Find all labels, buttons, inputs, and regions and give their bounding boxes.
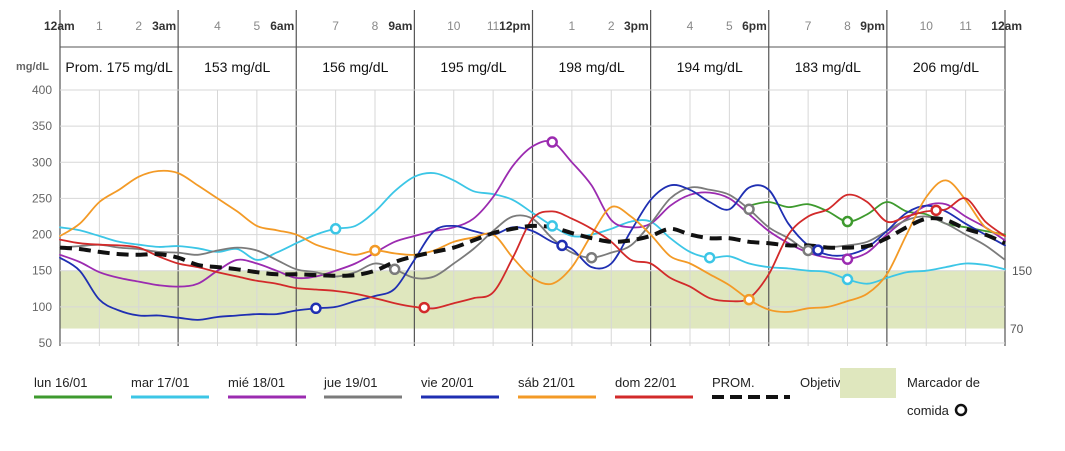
meal-marker (930, 204, 942, 217)
period-average-label: Prom. 175 mg/dL (65, 59, 173, 75)
meal-marker (743, 293, 755, 306)
target-low-label: 70 (1010, 322, 1024, 336)
hour-label: 10 (920, 19, 934, 33)
y-tick-label: 100 (32, 300, 52, 314)
hour-label: 1 (569, 19, 576, 33)
meal-marker (812, 244, 824, 256)
y-axis: mg/dL 50 100 150 200 250 300 350 400 (16, 61, 52, 350)
hour-label: 8 (844, 19, 851, 33)
hour-label: 11 (959, 19, 972, 33)
meal-marker (841, 253, 854, 265)
hour-label: 12am (991, 19, 1022, 33)
meal-marker (841, 273, 854, 286)
hour-label: 11 (487, 19, 500, 33)
series-line (748, 201, 1006, 236)
y-axis-unit-label: mg/dL (16, 61, 49, 73)
hour-label: 3pm (624, 19, 649, 33)
hour-label: 3am (152, 19, 176, 33)
legend-meal-marker-icon (954, 403, 968, 417)
period-average-label: 156 mg/dL (322, 59, 388, 75)
meal-marker (743, 203, 755, 216)
hour-label: 2 (608, 19, 615, 33)
meal-marker (585, 251, 598, 264)
hour-label: 7 (332, 19, 339, 33)
legend-series-label: jue 19/01 (323, 375, 378, 390)
series-line (59, 169, 1006, 313)
legend-series-label: dom 22/01 (615, 375, 676, 390)
hour-label: 5 (726, 19, 733, 33)
legend-series-label: lun 16/01 (34, 375, 88, 390)
meal-markers-layer (310, 136, 942, 315)
series-line (59, 193, 1006, 310)
period-averages: Prom. 175 mg/dL 153 mg/dL 156 mg/dL 195 mg/… (65, 59, 979, 75)
legend: Objetivo Marcador de comida lun 16/01 mar… (34, 368, 980, 418)
meal-marker (546, 220, 558, 232)
meal-marker (841, 215, 854, 228)
y-tick-label: 350 (32, 119, 52, 133)
meal-marker (369, 244, 381, 257)
period-average-label: 153 mg/dL (204, 59, 270, 75)
hour-label: 7 (805, 19, 812, 33)
meal-marker (802, 244, 814, 257)
y-tick-label: 50 (39, 336, 53, 350)
series-line (59, 216, 1006, 278)
period-average-label: 198 mg/dL (558, 59, 624, 75)
legend-meal-marker-label-line2: comida (907, 403, 950, 418)
legend-series-label: PROM. (712, 375, 755, 390)
legend-objective-label: Objetivo (800, 375, 848, 390)
hour-labels: 12am 1 2 3am 4 5 6am 7 8 9am 10 11 12pm 1 2 3pm 4 5 6pm 7 8 9… (44, 19, 1022, 33)
meal-marker (388, 263, 401, 276)
legend-series-label: mar 17/01 (131, 375, 190, 390)
hour-label: 4 (687, 19, 694, 33)
hour-label: 10 (447, 19, 461, 33)
target-range-labels: 150 70 (1010, 264, 1032, 336)
period-average-label: 195 mg/dL (440, 59, 506, 75)
legend-series-label: sáb 21/01 (518, 375, 575, 390)
legend-series-label: vie 20/01 (421, 375, 474, 390)
y-tick-label: 200 (32, 228, 52, 242)
hour-label: 1 (96, 19, 103, 33)
hour-label: 5 (254, 19, 261, 33)
y-tick-label: 400 (32, 83, 52, 97)
hour-label: 12pm (499, 19, 530, 33)
y-tick-label: 300 (32, 155, 52, 169)
hour-label: 12am (44, 19, 75, 33)
hour-label: 8 (372, 19, 379, 33)
hour-label: 4 (214, 19, 221, 33)
meal-marker (556, 239, 568, 252)
meal-marker (310, 302, 322, 315)
period-average-label: 194 mg/dL (677, 59, 743, 75)
y-tick-label: 250 (32, 191, 52, 205)
target-high-label: 150 (1012, 264, 1032, 278)
period-average-label: 183 mg/dL (795, 59, 861, 75)
meal-marker (329, 223, 342, 235)
legend-meal-marker-label-line1: Marcador de (907, 375, 980, 390)
meal-marker (546, 136, 558, 148)
legend-objective-swatch (840, 368, 896, 398)
period-average-label: 206 mg/dL (913, 59, 979, 75)
meal-marker (418, 301, 430, 314)
legend-series-label: mié 18/01 (228, 375, 285, 390)
hour-label: 6am (270, 19, 294, 33)
hour-label: 9am (388, 19, 412, 33)
meal-marker (703, 251, 716, 264)
hour-label: 6pm (742, 19, 767, 33)
y-tick-label: 150 (32, 264, 52, 278)
hour-label: 9pm (860, 19, 885, 33)
hour-label: 2 (135, 19, 142, 33)
